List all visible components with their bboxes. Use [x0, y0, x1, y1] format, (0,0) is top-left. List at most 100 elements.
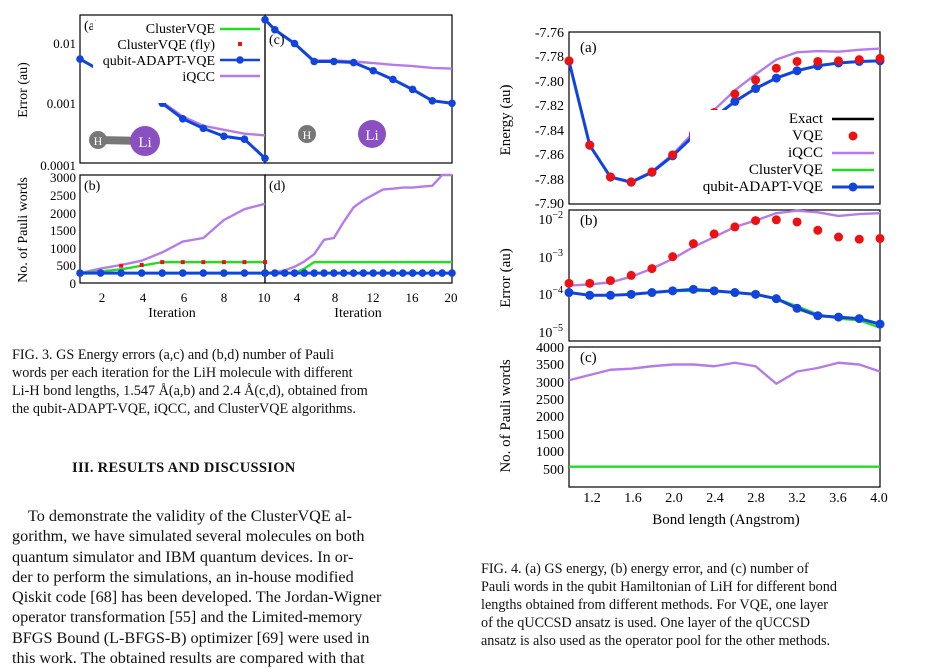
fig3-panel-d: (d): [269, 179, 286, 194]
legend-marker: [848, 182, 858, 192]
legend-vqe: VQE: [792, 128, 823, 144]
tick: -7.84: [535, 124, 564, 139]
tick: 4: [294, 290, 301, 305]
fig3b-qubit-adapt-vqe-point-3: [137, 269, 146, 277]
fig3d-qubit-adapt-vqe-point-10: [359, 269, 368, 277]
fig3b-iqcc-line: [79, 202, 266, 275]
fig4a-qubit-adapt-vqe-point-11: [792, 66, 802, 76]
fig4b-vqe-point-0: [564, 278, 574, 288]
fig3a-qubit-adapt-vqe-point-6: [199, 124, 208, 133]
fig4-xlabel: Bond length (Angstrom): [652, 512, 800, 528]
caption-line: ansatz is also used as the operator pool…: [481, 633, 831, 649]
fig4-ylabel-b: Error (au): [498, 248, 514, 308]
fig3-panel-c: (c): [269, 33, 285, 48]
fig3d-qubit-adapt-vqe-point-5: [310, 269, 319, 277]
fig3b-qubit-adapt-vqe-point-6: [199, 269, 208, 277]
legend-swatch: [238, 42, 242, 46]
fig4b-qubit-adapt-vqe-point-15: [875, 319, 885, 329]
fig3b-qubit-adapt-vqe-point-0: [76, 269, 84, 277]
tick: 3500: [536, 358, 564, 373]
fig3c-qubit-adapt-vqe-point-9: [428, 96, 437, 105]
fig4-xticks: 1.2 1.6 2.0 2.4 2.8 3.2 3.6 4.0: [583, 491, 888, 506]
fig3d-qubit-adapt-vqe-point-1: [271, 269, 279, 277]
tick: -7.90: [535, 197, 564, 212]
caption-line: Pauli words in the qubit Hamiltonian of …: [481, 579, 837, 595]
tick: 0.001: [47, 96, 76, 111]
tick: 3.2: [788, 491, 806, 506]
tick: -7.88: [535, 173, 564, 188]
tick: 6: [181, 290, 188, 305]
tick: 1000: [536, 445, 564, 460]
tick: 4: [140, 290, 147, 305]
fig3d-qubit-adapt-vqe-point-7: [330, 269, 338, 277]
fig3c-qubit-adapt-vqe-point-10: [448, 99, 456, 108]
tick: 500: [57, 258, 77, 273]
tick: 500: [543, 463, 564, 478]
tick: 10: [258, 290, 271, 305]
legend-marker: [236, 56, 244, 64]
caption-line: of the qUCCSD ansatz is used. One layer …: [481, 615, 811, 631]
caption-line: Li-H bond lengths, 1.547 Å(a,b) and 2.4 …: [12, 383, 368, 399]
fig3-legend: ClusterVQE ClusterVQE (fly) qubit-ADAPT-…: [93, 21, 260, 103]
fig4a-vqe-point-10: [771, 63, 781, 73]
fig3b-qubit-adapt-vqe-point-5: [178, 269, 187, 277]
fig4b-vqe-point-7: [709, 229, 719, 239]
tick: 2.0: [665, 491, 683, 506]
fig4b-qubit-adapt-vqe-point-10: [771, 294, 781, 304]
fig4-caption: FIG. 4. (a) GS energy, (b) energy error,…: [481, 560, 921, 650]
fig4b-vqe-point-4: [647, 264, 657, 274]
caption-line: lengths obtained from different methods.…: [481, 597, 828, 613]
legend-iqcc: iQCC: [182, 70, 215, 85]
fig3b-qubit-adapt-vqe-point-1: [96, 269, 105, 277]
fig4b-vqe-point-8: [730, 222, 740, 232]
fig4a-vqe-point-15: [875, 53, 885, 63]
fig3b-clustervqe-fly-point-4: [201, 260, 206, 265]
fig4a-vqe-point-3: [626, 177, 636, 187]
fig3d-qubit-adapt-vqe-point-4: [300, 269, 309, 277]
tick: 8: [332, 290, 339, 305]
fig4a-vqe-point-13: [834, 56, 844, 66]
hydrogen-label: H: [94, 134, 103, 148]
tick: 3000: [536, 376, 564, 391]
fig4b-qubit-adapt-vqe-point-1: [585, 290, 595, 300]
fig3c-qubit-adapt-vqe-point-5: [349, 58, 358, 67]
fig3b-qubit-adapt-vqe-point-2: [117, 269, 125, 277]
tick: 2500: [536, 393, 564, 408]
fig3-xlabel-left: Iteration: [148, 306, 195, 321]
body-line: BFGS Bound (L-BFGS-B) optimizer [69] wer…: [12, 628, 370, 647]
body-line: der to perform the simulations, an in-ho…: [12, 567, 354, 586]
body-line: To demonstrate the validity of the Clust…: [28, 507, 352, 525]
fig4b-vqe-point-9: [751, 216, 761, 226]
tick: 10−4: [538, 285, 563, 303]
body-line: quantum simulator and IBM quantum device…: [12, 547, 354, 566]
fig4a-vqe-point-9: [751, 75, 761, 85]
fig4b-qubit-adapt-vqe-point-7: [709, 286, 719, 296]
fig4b-vqe-point-15: [875, 233, 885, 243]
tick: 1500: [50, 223, 76, 238]
fig3b-clustervqe-line: [79, 260, 265, 275]
fig4b-qubit-adapt-vqe-point-14: [854, 314, 864, 324]
fig3c-qubit-adapt-vqe-point-0: [261, 15, 269, 24]
fig3d-qubit-adapt-vqe-point-9: [349, 269, 358, 277]
tick: -7.86: [535, 148, 564, 163]
fig3c-qubit-adapt-vqe-point-2: [290, 39, 299, 48]
legend-clustervqe-fly: ClusterVQE (fly): [117, 38, 215, 53]
fig4b-qubit-adapt-vqe-point-9: [751, 289, 761, 299]
caption-line: the qubit-ADAPT-VQE, iQCC, and ClusterVQ…: [12, 401, 356, 417]
fig4-panel-a: (a): [580, 40, 597, 56]
fig3b-clustervqe-fly-point-7: [263, 260, 267, 265]
fig4b-iqcc-line: [568, 209, 881, 287]
fig3d-iqcc-line: [264, 173, 452, 275]
fig3-xticks: 2 4 6 8 10 4 8 12 16 20: [99, 290, 458, 305]
fig4b-qubit-adapt-vqe-line: [568, 287, 881, 326]
tick: 2.8: [747, 491, 765, 506]
fig3c-qubit-adapt-vqe-point-3: [310, 57, 319, 66]
fig3d-qubit-adapt-vqe-point-6: [320, 269, 328, 277]
fig3d-qubit-adapt-vqe-point-8: [339, 269, 348, 277]
fig3b-clustervqe-fly-point-6: [242, 260, 247, 265]
fig3: Error (au) No. of Pauli words Iteration …: [16, 14, 458, 321]
fig3d-qubit-adapt-vqe-point-17: [428, 269, 437, 277]
legend-clustervqe: ClusterVQE: [146, 22, 215, 37]
fig4b-vqe-point-6: [688, 239, 698, 249]
fig4c-frame: [568, 346, 881, 488]
